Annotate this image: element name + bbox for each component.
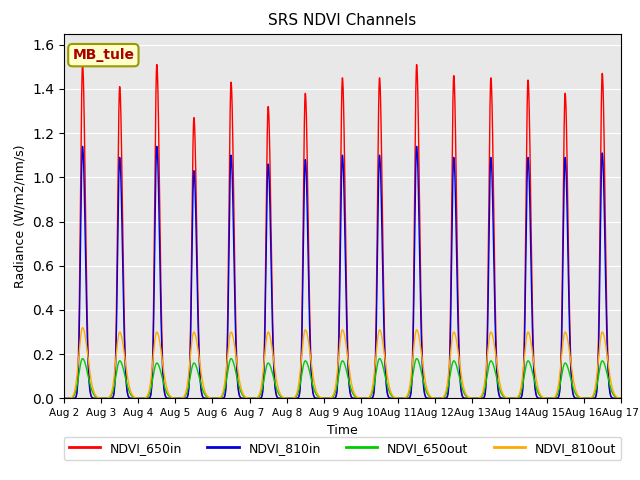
Y-axis label: Radiance (W/m2/nm/s): Radiance (W/m2/nm/s)	[13, 144, 27, 288]
Title: SRS NDVI Channels: SRS NDVI Channels	[268, 13, 417, 28]
Text: MB_tule: MB_tule	[72, 48, 134, 62]
X-axis label: Time: Time	[327, 424, 358, 437]
Legend: NDVI_650in, NDVI_810in, NDVI_650out, NDVI_810out: NDVI_650in, NDVI_810in, NDVI_650out, NDV…	[63, 437, 621, 460]
